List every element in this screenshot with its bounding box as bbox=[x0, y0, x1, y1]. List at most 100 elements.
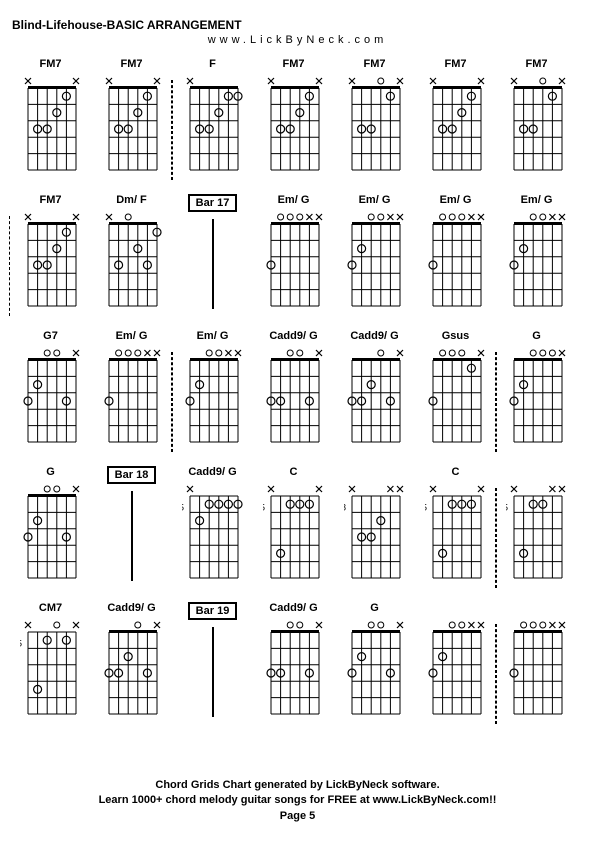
chord-diagram bbox=[344, 346, 406, 446]
chord-label: G bbox=[532, 330, 541, 346]
chord-diagram bbox=[263, 618, 325, 718]
chord-label: Gsus bbox=[442, 330, 470, 346]
footer-page: Page 5 bbox=[0, 809, 595, 824]
chord-cell: Em/ G bbox=[417, 194, 494, 324]
svg-text:5: 5 bbox=[506, 502, 508, 512]
chord-label bbox=[535, 602, 538, 618]
bar-label: Bar 19 bbox=[188, 602, 238, 620]
chord-grid: FM7 FM7 F FM7 FM7 FM7 FM7 FM7 Dm/ F Bar 17 Em/ G Em… bbox=[12, 58, 583, 732]
chord-cell bbox=[417, 602, 494, 732]
chord-label bbox=[454, 602, 457, 618]
chord-diagram bbox=[506, 618, 568, 718]
svg-text:8: 8 bbox=[344, 502, 346, 512]
bar-divider-cell: Bar 19 bbox=[174, 602, 251, 732]
chord-diagram bbox=[263, 74, 325, 174]
chord-diagram bbox=[263, 346, 325, 446]
chord-diagram bbox=[506, 74, 568, 174]
chord-label: FM7 bbox=[526, 58, 548, 74]
chord-label: Em/ G bbox=[197, 330, 229, 346]
chord-label: G bbox=[370, 602, 379, 618]
chord-diagram bbox=[425, 618, 487, 718]
chord-cell: FM7 bbox=[12, 58, 89, 188]
footer-line2: Learn 1000+ chord melody guitar songs fo… bbox=[0, 793, 595, 808]
chord-label: FM7 bbox=[40, 194, 62, 210]
chord-cell: Cadd9/ G bbox=[255, 602, 332, 732]
chord-label: G bbox=[46, 466, 55, 482]
chord-diagram bbox=[182, 346, 244, 446]
chord-label bbox=[373, 466, 376, 482]
chord-label: Cadd9/ G bbox=[188, 466, 236, 482]
chord-diagram bbox=[20, 346, 82, 446]
svg-text:5: 5 bbox=[20, 638, 22, 648]
chord-label: F bbox=[209, 58, 216, 74]
bar-divider-line bbox=[182, 214, 244, 314]
chord-diagram bbox=[20, 210, 82, 310]
chord-diagram bbox=[182, 74, 244, 174]
chord-label: Cadd9/ G bbox=[107, 602, 155, 618]
bar-divider-line bbox=[182, 622, 244, 722]
chord-cell: FM7 bbox=[12, 194, 89, 324]
chord-label: Em/ G bbox=[359, 194, 391, 210]
chord-label: FM7 bbox=[40, 58, 62, 74]
bar-divider-cell: Bar 17 bbox=[174, 194, 251, 324]
chord-diagram bbox=[101, 74, 163, 174]
chord-diagram: 5 bbox=[182, 482, 244, 582]
chord-diagram bbox=[263, 210, 325, 310]
chord-cell: Em/ G bbox=[255, 194, 332, 324]
chord-cell: Cadd9/ G bbox=[336, 330, 413, 460]
page-subtitle: www.LickByNeck.com bbox=[12, 34, 583, 46]
chord-label: C bbox=[290, 466, 298, 482]
svg-text:5: 5 bbox=[182, 502, 184, 512]
chord-diagram: 5 bbox=[263, 482, 325, 582]
chord-diagram bbox=[101, 618, 163, 718]
chord-diagram bbox=[425, 210, 487, 310]
chord-cell: C5 bbox=[417, 466, 494, 596]
bar-divider-line bbox=[101, 486, 163, 586]
chord-diagram bbox=[20, 482, 82, 582]
chord-diagram bbox=[344, 74, 406, 174]
chord-label: Cadd9/ G bbox=[350, 330, 398, 346]
chord-cell: FM7 bbox=[417, 58, 494, 188]
bar-label: Bar 17 bbox=[188, 194, 238, 212]
chord-cell: Em/ G bbox=[174, 330, 251, 460]
chord-label: Em/ G bbox=[116, 330, 148, 346]
bar-divider-cell: Bar 18 bbox=[93, 466, 170, 596]
chord-diagram bbox=[344, 210, 406, 310]
chord-diagram: 5 bbox=[20, 618, 82, 718]
chord-cell: 5 bbox=[498, 466, 575, 596]
chord-label: FM7 bbox=[283, 58, 305, 74]
chord-label: FM7 bbox=[121, 58, 143, 74]
page-title: Blind-Lifehouse-BASIC ARRANGEMENT bbox=[12, 18, 583, 32]
chord-cell: Cadd9/ G 5 bbox=[174, 466, 251, 596]
chord-cell: Cadd9/ G bbox=[255, 330, 332, 460]
chord-diagram bbox=[506, 210, 568, 310]
chord-label: Cadd9/ G bbox=[269, 602, 317, 618]
chord-cell: Cadd9/ G bbox=[93, 602, 170, 732]
chord-cell: G7 bbox=[12, 330, 89, 460]
chord-cell: Em/ G bbox=[336, 194, 413, 324]
chord-cell: G bbox=[498, 330, 575, 460]
chord-cell: 8 bbox=[336, 466, 413, 596]
chord-label: Em/ G bbox=[278, 194, 310, 210]
chord-diagram bbox=[101, 346, 163, 446]
bar-label: Bar 18 bbox=[107, 466, 157, 484]
chord-diagram bbox=[344, 618, 406, 718]
svg-text:5: 5 bbox=[425, 502, 427, 512]
chord-cell: FM7 bbox=[498, 58, 575, 188]
chord-diagram bbox=[101, 210, 163, 310]
chord-label: Em/ G bbox=[440, 194, 472, 210]
chord-label: G7 bbox=[43, 330, 58, 346]
chord-label: Em/ G bbox=[521, 194, 553, 210]
svg-text:5: 5 bbox=[263, 502, 265, 512]
chord-cell: G bbox=[12, 466, 89, 596]
footer-line1: Chord Grids Chart generated by LickByNec… bbox=[0, 778, 595, 793]
chord-cell: Em/ G bbox=[93, 330, 170, 460]
chord-diagram: 5 bbox=[506, 482, 568, 582]
chord-label: FM7 bbox=[364, 58, 386, 74]
chord-label: Dm/ F bbox=[116, 194, 147, 210]
chord-label bbox=[535, 466, 538, 482]
chord-cell: FM7 bbox=[255, 58, 332, 188]
chord-cell: Dm/ F bbox=[93, 194, 170, 324]
chord-label: Cadd9/ G bbox=[269, 330, 317, 346]
chord-diagram bbox=[425, 346, 487, 446]
